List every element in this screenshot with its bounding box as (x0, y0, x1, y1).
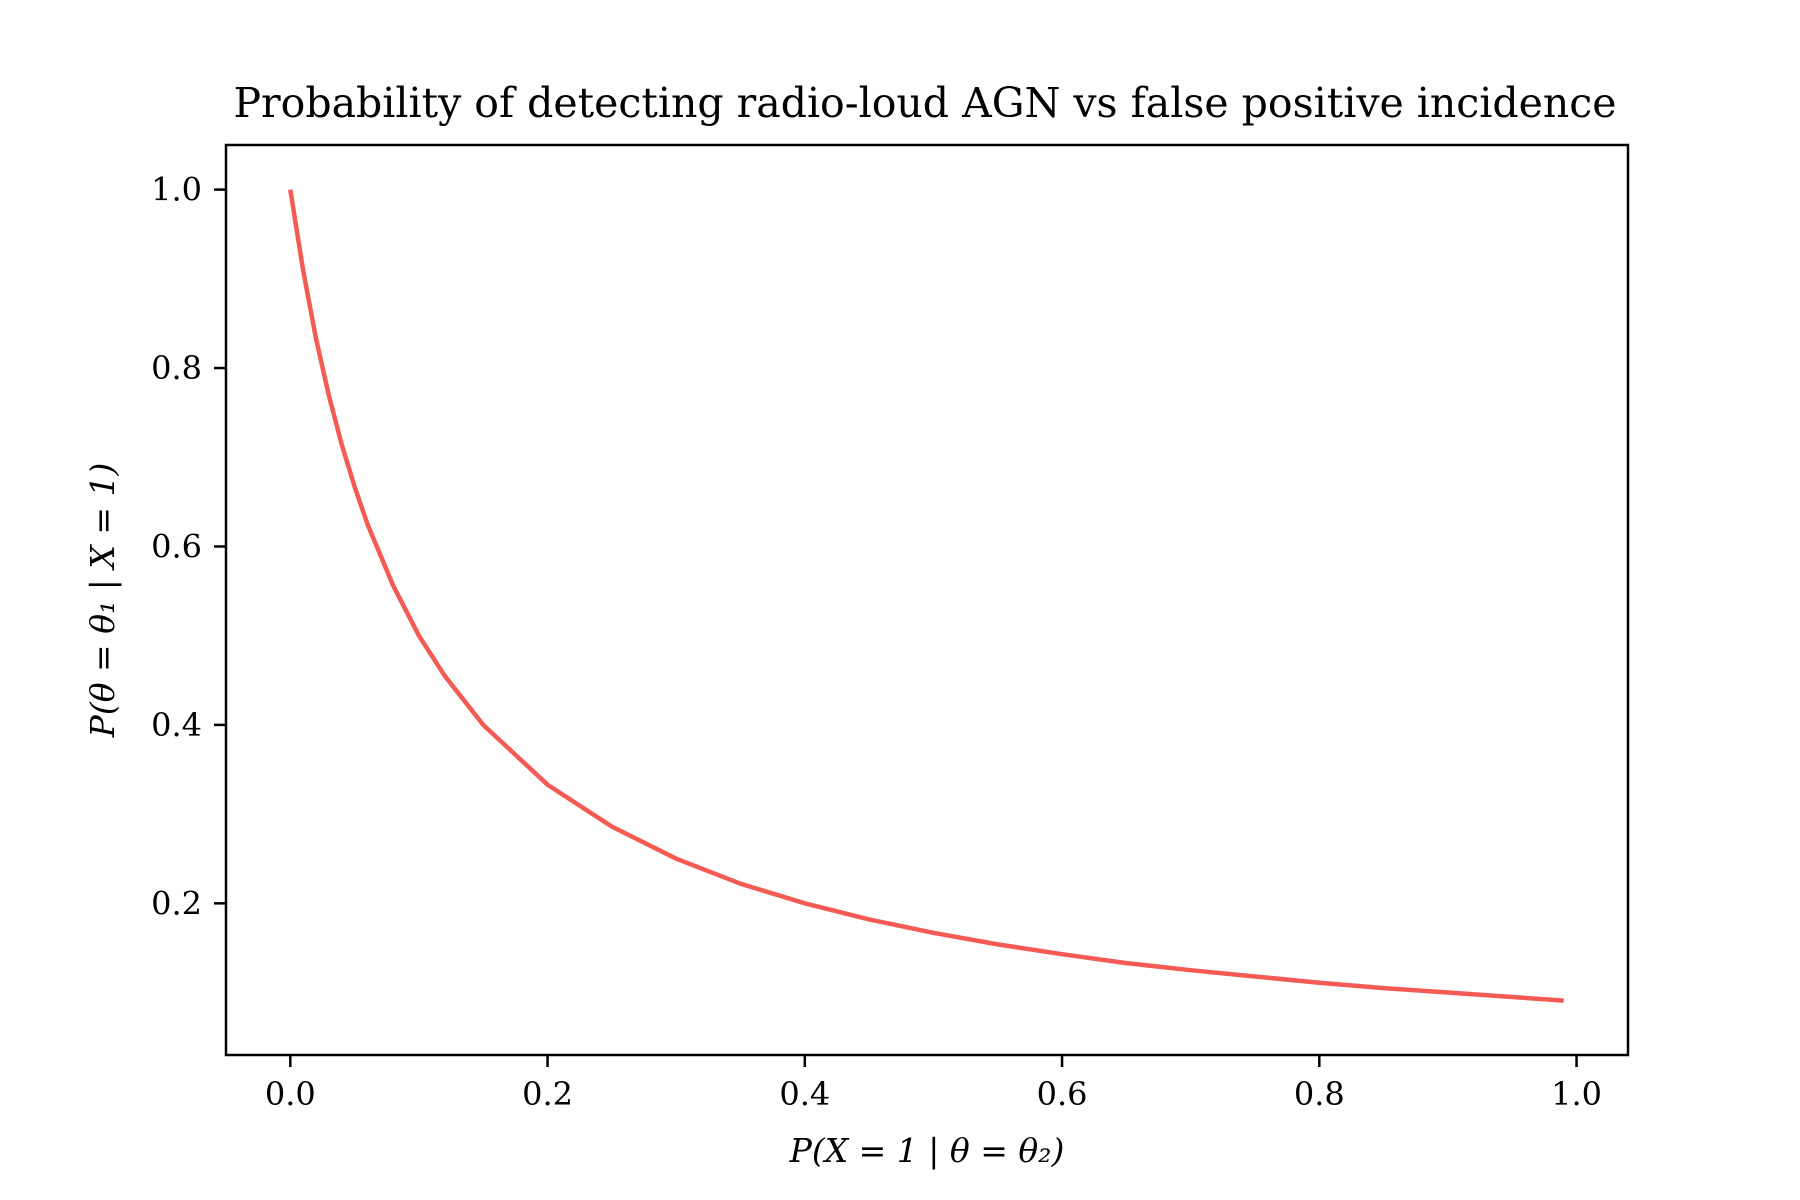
y-axis-label: P(θ = θ₁ | X = 1) (83, 463, 122, 739)
y-tick-label: 0.4 (151, 706, 202, 744)
chart-title: Probability of detecting radio-loud AGN … (233, 79, 1616, 127)
x-tick-label: 0.6 (1037, 1075, 1088, 1113)
y-axis-ticks: 0.2 0.4 0.6 0.8 1.0 (151, 171, 226, 922)
series-line (288, 189, 1564, 1003)
y-tick-label: 0.8 (151, 349, 202, 387)
x-tick-label: 0.2 (522, 1075, 573, 1113)
y-tick-label: 0.6 (151, 527, 202, 565)
x-axis-label: P(X = 1 | θ = θ₂) (789, 1131, 1065, 1170)
x-tick-label: 0.4 (779, 1075, 830, 1113)
y-tick-label: 1.0 (151, 171, 202, 209)
plot-area-frame (224, 143, 1630, 1057)
x-tick-label: 1.0 (1551, 1075, 1602, 1113)
x-axis-ticks: 0.0 0.2 0.4 0.6 0.8 1.0 (265, 1055, 1602, 1113)
y-tick-label: 0.2 (151, 884, 202, 922)
x-tick-label: 0.0 (265, 1075, 316, 1113)
x-tick-label: 0.8 (1294, 1075, 1345, 1113)
series-layer (288, 189, 1564, 1003)
